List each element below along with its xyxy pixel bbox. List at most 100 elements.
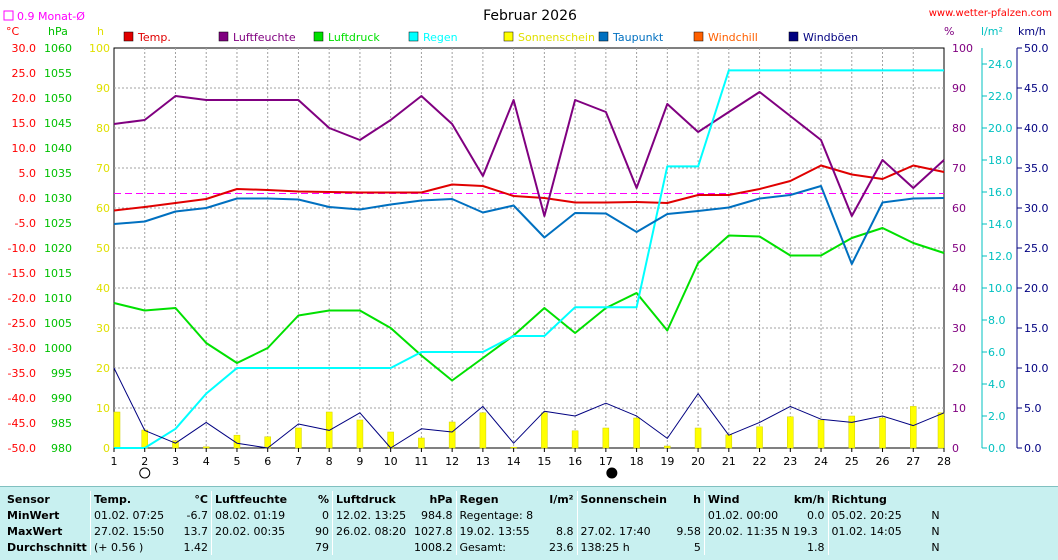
series-line-regen [114, 69, 944, 449]
sunshine-bar [910, 406, 917, 449]
temp-tick-label: -5.0 [15, 217, 36, 230]
temp-tick-label: 0.0 [19, 192, 37, 205]
stats-cell: 01.02. 00:00 [703, 507, 791, 523]
temp-unit-label: °C [6, 25, 20, 38]
sunshine-bar [479, 412, 487, 449]
legend-swatch [218, 31, 229, 42]
legend-label: Regen [423, 31, 458, 44]
wind-tick-label: 30.0 [1024, 202, 1049, 215]
legend-swatch [693, 31, 704, 42]
pressure-tick-label: 1035 [44, 167, 72, 180]
stats-row-label: Durchschnitt [7, 540, 87, 554]
x-tick-label: 3 [172, 455, 179, 468]
legend-label: Luftdruck [328, 31, 380, 44]
stats-header-sensor: Sensor [7, 492, 50, 506]
rain-tick-label: 6.0 [988, 346, 1006, 359]
stats-row-max: MaxWert 27.02. 15:50 13.7 20.02. 00:35 9… [4, 523, 943, 539]
stats-header-dir-spacer [915, 491, 943, 507]
x-tick-label: 28 [937, 455, 951, 468]
humidity-tick-label: 50 [952, 242, 966, 255]
stats-cell: N [931, 524, 940, 538]
stats-cell [332, 539, 411, 555]
stats-header-rain-unit: l/m² [549, 492, 574, 506]
x-tick-label: 21 [722, 455, 736, 468]
rain-tick-label: 4.0 [988, 378, 1006, 391]
wind-tick-label: 50.0 [1024, 42, 1049, 55]
stats-header-press-unit: hPa [429, 492, 453, 506]
temp-tick-label: 10.0 [12, 142, 37, 155]
sunshine-tick-label: 100 [89, 42, 110, 55]
stats-cell: 1.42 [183, 540, 209, 554]
stats-cell: 90 [315, 524, 329, 538]
statistics-panel: Sensor Temp. °C Luftfeuchte % Luftdruck … [0, 486, 1058, 560]
series-line-luftdruck [113, 227, 945, 382]
pressure-tick-label: 1025 [44, 217, 72, 230]
x-tick-label: 12 [445, 455, 459, 468]
stats-header-dir: Richtung [827, 491, 915, 507]
sunshine-bar [571, 430, 579, 449]
humidity-tick-label: 20 [952, 362, 966, 375]
wind-tick-label: 10.0 [1024, 362, 1049, 375]
stats-cell [670, 507, 705, 523]
temp-tick-label: -50.0 [8, 442, 36, 455]
stats-header-hum: Luftfeuchte [211, 491, 298, 507]
stats-header-temp-unit: °C [194, 492, 208, 506]
stats-cell [703, 539, 791, 555]
stats-cell: 984.8 [421, 508, 453, 522]
x-tick-label: 4 [203, 455, 210, 468]
wind-tick-label: 25.0 [1024, 242, 1049, 255]
stats-cell: 20.02. 00:35 [211, 523, 298, 539]
stats-cell: 8.8 [556, 524, 574, 538]
sunshine-bar [356, 419, 364, 449]
pressure-tick-label: 995 [51, 367, 72, 380]
x-tick-label: 27 [906, 455, 920, 468]
humidity-tick-label: 60 [952, 202, 966, 215]
sunshine-bar [202, 446, 210, 449]
sunshine-bar [633, 417, 640, 449]
rain-tick-label: 22.0 [988, 90, 1013, 103]
series-line-luftfeuchte [113, 91, 945, 217]
temp-tick-label: 5.0 [19, 167, 37, 180]
sunshine-tick-label: 30 [96, 322, 110, 335]
sunshine-tick-label: 80 [96, 122, 110, 135]
stats-row-avg: Durchschnitt (+ 0.56 ) 1.42 79 1008.2 Ge… [4, 539, 943, 555]
sunshine-unit-label: h [97, 25, 104, 38]
chart-title: Februar 2026 [483, 8, 577, 24]
legend-label: Sonnenschein [518, 31, 595, 44]
stats-cell: 05.02. 20:25 [827, 507, 915, 523]
stats-cell: Regentage: 8 [455, 507, 543, 523]
stats-row-min: MinWert 01.02. 07:25 -6.7 08.02. 01:19 0… [4, 507, 943, 523]
stats-cell: 26.02. 08:20 [332, 523, 411, 539]
rain-tick-label: 2.0 [988, 410, 1006, 423]
sunshine-bar [418, 437, 425, 449]
x-tick-label: 15 [537, 455, 551, 468]
stats-cell [543, 507, 578, 523]
rain-tick-label: 12.0 [988, 250, 1013, 263]
rain-tick-label: 0.0 [988, 442, 1006, 455]
stats-cell: 12.02. 13:25 [332, 507, 411, 523]
x-tick-label: 2 [141, 455, 148, 468]
humidity-tick-label: 80 [952, 122, 966, 135]
sunshine-bar [602, 427, 610, 449]
avg-legend-label: 0.9 Monat-Ø [17, 10, 85, 23]
pressure-tick-label: 1010 [44, 292, 72, 305]
pressure-tick-label: 1040 [44, 142, 72, 155]
sunshine-bar [664, 445, 671, 449]
pressure-tick-label: 980 [51, 442, 72, 455]
wind-tick-label: 45.0 [1024, 82, 1049, 95]
legend-label: Luftfeuchte [233, 31, 296, 44]
stats-cell [211, 539, 298, 555]
stats-cell: 1.8 [807, 540, 825, 554]
stats-cell: 9.58 [676, 524, 701, 538]
pressure-tick-label: 1050 [44, 92, 72, 105]
sunshine-tick-label: 50 [96, 242, 110, 255]
x-tick-label: 13 [476, 455, 490, 468]
legend-swatch [123, 31, 134, 42]
humidity-tick-label: 100 [952, 42, 973, 55]
stats-cell: 19.02. 13:55 [455, 523, 543, 539]
stats-cell: 27.02. 17:40 [576, 523, 670, 539]
temp-tick-label: -10.0 [8, 242, 36, 255]
stats-cell [827, 539, 915, 555]
temp-tick-label: -15.0 [8, 267, 36, 280]
stats-header-row: Sensor Temp. °C Luftfeuchte % Luftdruck … [4, 491, 943, 507]
